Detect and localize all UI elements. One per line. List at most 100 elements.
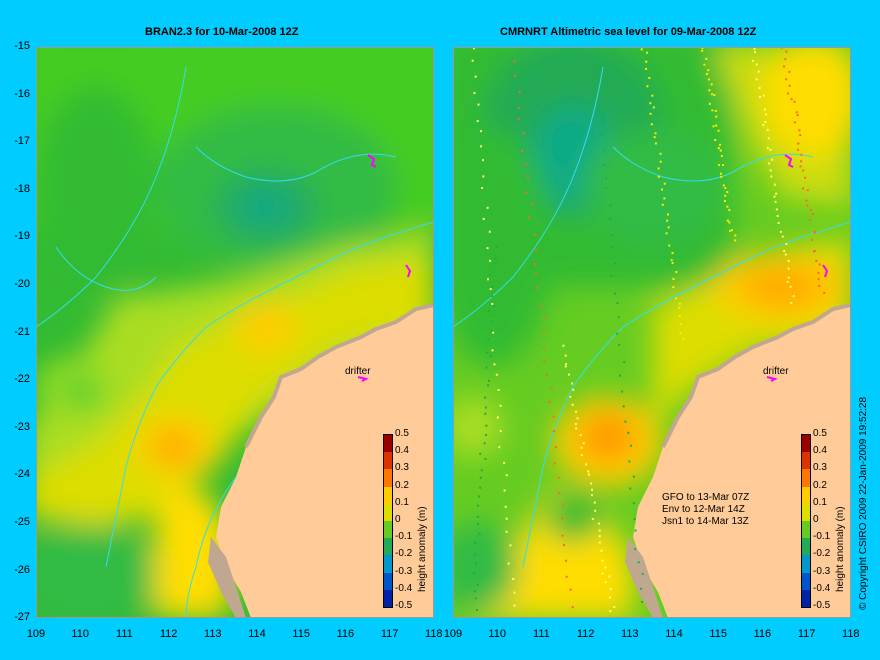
satellite-dot: [785, 78, 788, 81]
satellite-dot: [632, 502, 635, 505]
colorbar-tick-label: -0.2: [395, 548, 413, 560]
satellite-dot: [787, 260, 790, 263]
satellite-dot: [711, 93, 714, 96]
satellite-dot: [482, 217, 485, 220]
satellite-dot: [765, 113, 768, 116]
satellite-dot: [640, 48, 643, 51]
satellite-dot: [486, 247, 489, 250]
satellite-dot: [564, 365, 567, 368]
copyright-text: © Copyright CSIRO 2009 22-Jan-2009 19:52…: [858, 396, 869, 610]
satellite-dot: [482, 175, 485, 178]
satellite-dot: [582, 442, 585, 445]
satellite-dot: [561, 517, 564, 520]
satellite-dot: [720, 175, 723, 178]
colorbar-tick-label: 0.5: [813, 428, 827, 439]
satellite-dot: [671, 262, 674, 265]
x-tick-label: 110: [488, 628, 506, 640]
satellite-dot: [484, 406, 487, 409]
satellite-dot: [605, 177, 608, 180]
satellite-dot: [815, 259, 818, 262]
satellite-dot: [646, 51, 649, 54]
satellite-dot: [634, 529, 637, 532]
satellite-dot: [477, 495, 480, 498]
y-tick-label: -20: [14, 278, 30, 290]
satellite-dot: [666, 219, 669, 222]
satellite-dot: [505, 474, 508, 477]
satellite-dot: [554, 446, 557, 449]
satellite-dot: [753, 51, 756, 54]
satellite-dot: [641, 600, 644, 603]
satellite-dot: [775, 208, 778, 211]
satellite-dot: [792, 295, 795, 298]
satellite-dot: [723, 200, 726, 203]
satellite-dot: [787, 92, 790, 95]
satellite-dot: [475, 608, 478, 611]
satellite-dot: [773, 195, 776, 198]
satellite-dot: [518, 91, 521, 94]
satellite-dot: [618, 343, 621, 346]
satellite-dot: [575, 410, 578, 413]
satellite-dot: [793, 100, 796, 103]
satellite-dot: [604, 566, 607, 569]
satellite-dot: [764, 120, 767, 123]
colorbar-tick-label: 0.4: [813, 445, 827, 457]
satellite-dot: [609, 204, 612, 207]
satellite-dot: [720, 154, 723, 157]
satellite-dot: [618, 374, 621, 377]
satellite-dot: [804, 176, 807, 179]
satellite-dot: [609, 596, 612, 599]
satellite-dot: [730, 229, 733, 232]
x-tick-label: 112: [576, 628, 595, 640]
sat-line-env: Env to 12-Mar 14Z: [662, 504, 745, 515]
satellite-dot: [492, 305, 495, 308]
colorbar-tick-label: -0.3: [395, 565, 413, 577]
satellite-dot: [726, 219, 729, 222]
satellite-dot: [540, 305, 543, 308]
satellite-dot: [769, 148, 772, 151]
y-tick-label: -15: [14, 40, 30, 52]
colorbar-title: height anomaly (m): [417, 506, 428, 592]
satellite-dot: [579, 434, 582, 437]
satellite-dot: [484, 458, 487, 461]
satellite-dot: [813, 230, 816, 233]
satellite-dot: [788, 84, 791, 87]
x-tick-label: 117: [380, 628, 399, 640]
satellite-dot: [601, 559, 604, 562]
x-tick-label: 116: [336, 628, 355, 640]
satellite-dot: [654, 142, 657, 145]
satellite-dot: [774, 200, 777, 203]
satellite-dot: [505, 517, 508, 520]
satellite-dot: [752, 59, 755, 62]
satellite-dot: [489, 355, 492, 358]
satellite-dot: [787, 267, 790, 270]
satellite-dot: [805, 199, 808, 202]
satellite-dot: [715, 115, 718, 118]
satellite-dot: [552, 415, 555, 418]
satellite-dot: [569, 588, 572, 591]
satellite-dot: [707, 78, 710, 81]
satellite-dot: [624, 420, 627, 423]
satellite-dot: [474, 75, 477, 78]
satellite-dot: [652, 106, 655, 109]
satellite-dot: [494, 257, 497, 260]
satellite-dot: [719, 172, 722, 175]
satellite-dot: [471, 59, 474, 62]
satellite-dot: [758, 87, 761, 90]
y-tick-label: -26: [14, 563, 30, 576]
satellite-dot: [701, 49, 704, 52]
colorbar-tick-label: -0.1: [395, 531, 413, 543]
satellite-dot: [517, 106, 520, 109]
satellite-dot: [608, 217, 611, 220]
colorbar-tick-label: 0: [395, 514, 401, 525]
satellite-dot: [605, 187, 608, 190]
colorbar-tick-label: 0: [813, 514, 819, 525]
satellite-dot: [679, 323, 682, 326]
satellite-dot: [768, 162, 771, 165]
satellite-dot: [646, 85, 649, 88]
satellite-dot: [591, 518, 594, 521]
satellite-dot: [483, 442, 486, 445]
satellite-dot: [808, 219, 811, 222]
satellite-dot: [476, 504, 479, 507]
satellite-dot: [802, 169, 805, 172]
satellite-dot: [753, 47, 756, 50]
